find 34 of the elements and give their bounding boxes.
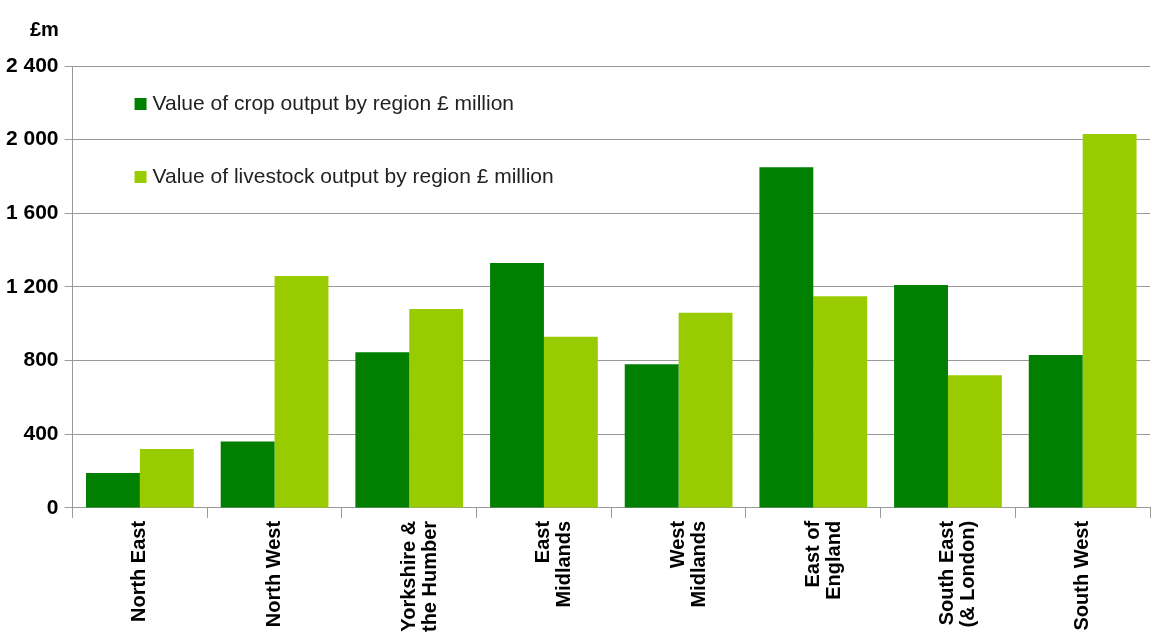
bar (139, 448, 194, 508)
x-tick-label: East Midlands (531, 520, 575, 608)
y-tick-label: 1 600 (5, 200, 59, 224)
bar (355, 352, 410, 508)
bar (624, 364, 679, 508)
y-axis-title: £m (30, 17, 59, 40)
legend-label: Value of crop output by region £ million (152, 90, 515, 114)
y-tick-label: 400 (23, 421, 59, 445)
bar (813, 296, 868, 508)
y-tick-label: 2 000 (5, 126, 59, 150)
bar (86, 472, 140, 508)
bar (1082, 134, 1137, 508)
bar (947, 375, 1002, 508)
x-tick-label: Yorkshire & the Humber (396, 520, 440, 632)
x-tick-label: North West (262, 520, 285, 628)
bar (490, 263, 544, 508)
bar (274, 275, 329, 508)
bar (220, 441, 275, 508)
y-tick-label: 0 (46, 494, 59, 518)
bar (1028, 355, 1083, 508)
bar (678, 312, 733, 508)
y-tick-label: 2 400 (5, 52, 59, 76)
x-tick-label: South West (1070, 520, 1093, 631)
bar (543, 336, 598, 508)
legend-label: Value of livestock output by region £ million (152, 163, 554, 187)
x-tick-label: West Midlands (666, 520, 710, 608)
x-tick-label: North East (127, 520, 150, 622)
x-tick-label: East of England (800, 520, 844, 600)
x-tick-label: South East (& London) (935, 520, 979, 628)
bar (409, 309, 464, 508)
y-tick-label: 1 200 (5, 273, 59, 297)
bar (759, 167, 814, 508)
y-tick-label: 800 (23, 347, 59, 371)
bar (894, 285, 948, 508)
